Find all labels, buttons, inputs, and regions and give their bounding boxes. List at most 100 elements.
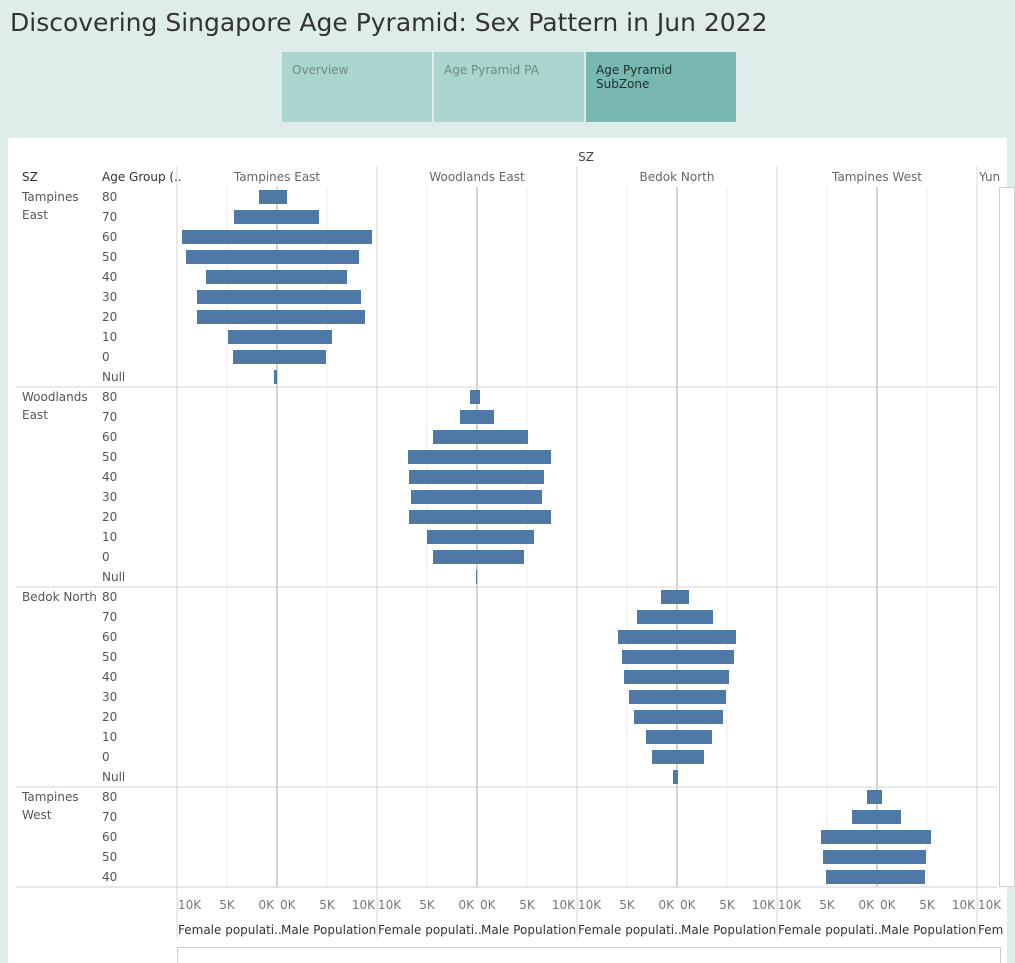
male-bar <box>677 770 678 784</box>
age-label: 80 <box>102 790 117 804</box>
female-bar <box>470 390 477 404</box>
female-bar <box>637 610 677 624</box>
column-header-title: SZ <box>578 150 594 164</box>
age-label: 20 <box>102 710 117 724</box>
male-bar <box>877 870 925 884</box>
male-bar <box>877 790 882 804</box>
row-label: West <box>22 808 52 822</box>
x-tick-label: 0K <box>280 898 297 912</box>
male-bar <box>477 510 551 524</box>
tab-age-pyramid-subzone[interactable]: Age Pyramid SubZone <box>586 52 736 122</box>
female-bar <box>433 550 477 564</box>
male-bar <box>877 810 901 824</box>
x-tick-label: 5K <box>319 898 336 912</box>
female-bar <box>652 750 677 764</box>
female-bar <box>624 670 677 684</box>
male-bar <box>677 610 713 624</box>
x-tick-label: 0K <box>480 898 497 912</box>
male-bar <box>477 410 494 424</box>
age-label: 60 <box>102 230 117 244</box>
age-label: 50 <box>102 650 117 664</box>
tab-age-pyramid-pa[interactable]: Age Pyramid PA <box>434 52 584 122</box>
x-axis-title-male: Male Population <box>681 923 776 937</box>
male-bar <box>277 210 319 224</box>
age-label: Null <box>102 570 125 584</box>
age-label: 0 <box>102 750 110 764</box>
row-label: Bedok North <box>22 590 97 604</box>
male-bar <box>477 490 542 504</box>
row-label: East <box>22 208 48 222</box>
female-bar <box>427 530 477 544</box>
x-tick-label: 5K <box>619 898 636 912</box>
male-bar <box>277 190 287 204</box>
column-header: Woodlands East <box>429 170 525 184</box>
x-axis-title-female: Female populati.. <box>778 923 882 937</box>
x-tick-label: 0K <box>858 898 875 912</box>
age-label: 10 <box>102 730 117 744</box>
female-bar <box>408 450 477 464</box>
female-bar <box>409 470 477 484</box>
age-label: 20 <box>102 310 117 324</box>
x-tick-label: 10K <box>578 898 602 912</box>
x-axis-title-female: Female populati.. <box>178 923 282 937</box>
female-bar <box>274 370 277 384</box>
female-bar <box>197 310 277 324</box>
female-bar <box>622 650 677 664</box>
age-label: 60 <box>102 430 117 444</box>
x-tick-label: 5K <box>419 898 436 912</box>
column-header: Tampines East <box>233 170 321 184</box>
age-label: 80 <box>102 190 117 204</box>
x-tick-label: 10K <box>778 898 802 912</box>
age-label: 80 <box>102 390 117 404</box>
age-label: 30 <box>102 690 117 704</box>
male-bar <box>677 650 734 664</box>
x-axis-title-female: Fem <box>978 923 1003 937</box>
x-axis-title-female: Female populati.. <box>578 923 682 937</box>
age-label: 0 <box>102 550 110 564</box>
male-bar <box>277 330 332 344</box>
x-axis-title-male: Male Population <box>481 923 576 937</box>
age-label: 70 <box>102 810 117 824</box>
age-label: 60 <box>102 630 117 644</box>
x-tick-label: 0K <box>258 898 275 912</box>
x-tick-label: 5K <box>719 898 736 912</box>
row-header-sz: SZ <box>22 170 38 184</box>
age-label: 60 <box>102 830 117 844</box>
vertical-scrollbar[interactable] <box>999 187 1015 887</box>
age-label: 40 <box>102 270 117 284</box>
male-bar <box>677 590 689 604</box>
female-bar <box>852 810 877 824</box>
female-bar <box>629 690 677 704</box>
female-bar <box>186 250 277 264</box>
male-bar <box>277 250 359 264</box>
female-bar <box>234 210 277 224</box>
male-bar <box>677 750 704 764</box>
male-bar <box>477 390 480 404</box>
x-tick-label: 10K <box>352 898 376 912</box>
male-bar <box>477 530 534 544</box>
female-bar <box>826 870 877 884</box>
male-bar <box>677 690 726 704</box>
age-label: 20 <box>102 510 117 524</box>
female-bar <box>411 490 477 504</box>
x-tick-label: 0K <box>880 898 897 912</box>
male-bar <box>277 290 361 304</box>
x-tick-label: 10K <box>952 898 976 912</box>
female-bar <box>206 270 277 284</box>
column-header: Yun <box>978 170 1000 184</box>
age-label: 50 <box>102 850 117 864</box>
male-bar <box>477 450 551 464</box>
male-bar <box>477 430 528 444</box>
female-bar <box>618 630 677 644</box>
row-header-age-group: Age Group (.. <box>102 170 182 184</box>
male-bar <box>277 310 365 324</box>
female-bar <box>433 430 477 444</box>
age-label: Null <box>102 770 125 784</box>
age-label: 40 <box>102 870 117 884</box>
horizontal-scrollbar[interactable] <box>177 947 1001 963</box>
tab-overview[interactable]: Overview <box>282 52 432 122</box>
x-tick-label: 10K <box>752 898 776 912</box>
female-bar <box>460 410 477 424</box>
x-tick-label: 5K <box>819 898 836 912</box>
